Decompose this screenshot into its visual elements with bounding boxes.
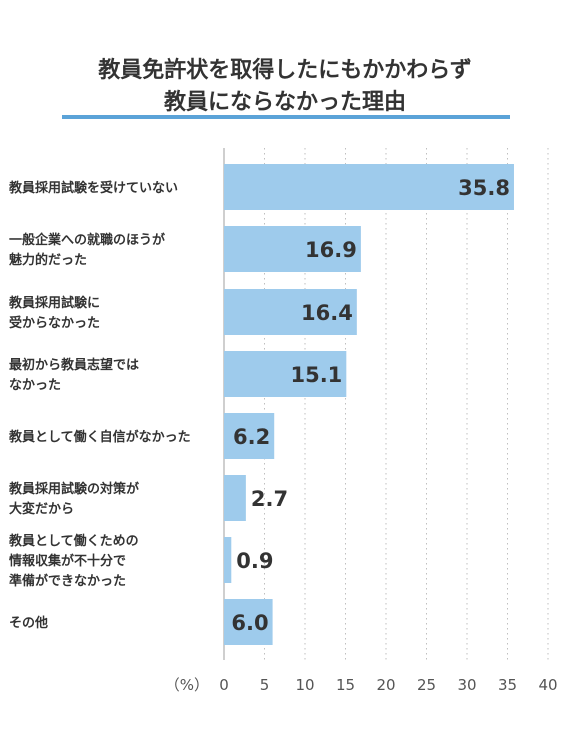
x-tick-label: 30: [457, 676, 476, 694]
category-label: 大変だから: [9, 501, 74, 517]
x-tick-label: 0: [219, 676, 229, 694]
bar-value-label: 15.1: [290, 363, 342, 387]
bar: [224, 351, 347, 397]
x-tick-label: 25: [417, 676, 436, 694]
bar-value-label: 2.7: [251, 487, 288, 511]
category-label: 教員として働く自信がなかった: [8, 429, 191, 445]
x-tick-label: 35: [498, 676, 517, 694]
category-label: 教員採用試験に: [8, 295, 100, 311]
x-tick-label: 10: [295, 676, 314, 694]
bar-value-label: 0.9: [236, 549, 273, 573]
bar-value-label: 16.4: [301, 301, 353, 325]
category-label: 情報収集が不十分で: [9, 553, 126, 569]
chart-title-line-1: 教員免許状を取得したにもかかわらず: [98, 58, 472, 83]
category-label: 受からなかった: [9, 315, 100, 331]
bar-value-label: 16.9: [305, 238, 357, 262]
category-label: 準備ができなかった: [9, 573, 126, 589]
bar-value-label: 35.8: [458, 176, 510, 200]
category-label: その他: [9, 615, 48, 631]
category-label: 教員として働くための: [8, 533, 139, 549]
bar-value-label: 6.2: [233, 425, 270, 449]
bar: [224, 413, 275, 459]
category-label: なかった: [9, 378, 61, 393]
category-label: 教員採用試験の対策が: [8, 481, 139, 497]
x-tick-label: 15: [336, 676, 355, 694]
x-tick-label: 5: [260, 676, 270, 694]
category-label: 魅力的だった: [9, 252, 87, 268]
x-tick-label: 20: [376, 676, 395, 694]
bar: [224, 289, 357, 335]
bar: [224, 475, 246, 521]
bar: [224, 164, 514, 210]
bar: [224, 537, 232, 583]
bar-value-label: 6.0: [231, 611, 268, 635]
chart-title-line-2: 教員にならなかった理由: [163, 90, 406, 115]
category-label: 一般企業への就職のほうが: [9, 232, 165, 248]
bar: [224, 599, 273, 645]
bar: [224, 226, 361, 272]
unit-label: （%）: [165, 676, 209, 694]
category-label: 最初から教員志望では: [9, 357, 139, 373]
category-label: 教員採用試験を受けていない: [8, 180, 178, 196]
title-underline: [62, 115, 510, 119]
x-tick-label: 40: [538, 676, 557, 694]
